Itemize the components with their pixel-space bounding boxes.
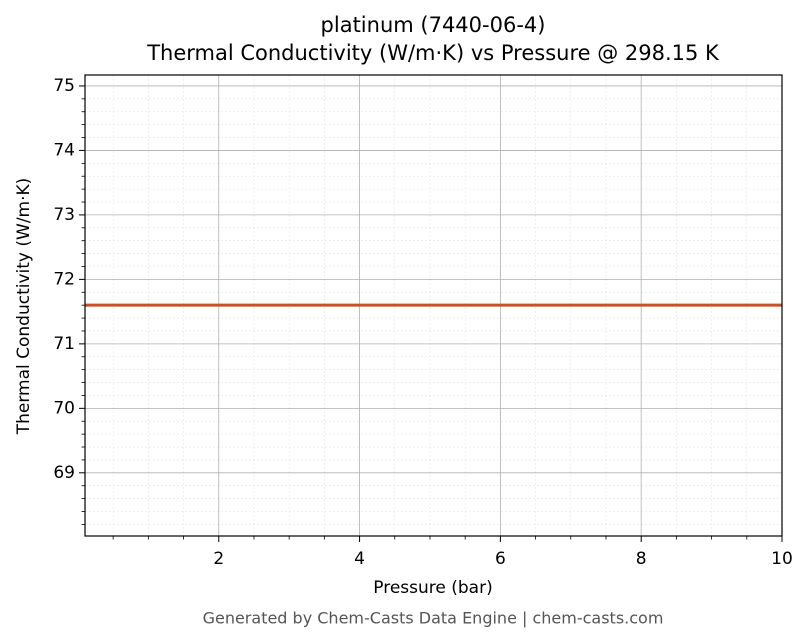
plot-frame [84, 74, 783, 537]
y-tick-label: 73 [53, 205, 75, 225]
x-tick-label: 4 [354, 549, 365, 569]
footer: Generated by Chem-Casts Data Engine | ch… [203, 609, 664, 628]
x-tick-label: 2 [213, 549, 224, 569]
y-tick-label: 72 [53, 269, 75, 289]
y-tick-label: 75 [53, 76, 75, 96]
x-tick-label: 8 [636, 549, 647, 569]
y-axis-label: Thermal Conductivity (W/m·K) [14, 178, 34, 436]
chart-subtitle: Thermal Conductivity (W/m·K) vs Pressure… [146, 41, 720, 65]
y-tick-label: 70 [53, 398, 75, 418]
x-tick-label: 10 [771, 549, 793, 569]
y-tick-label: 74 [53, 140, 75, 160]
y-tick-label: 69 [53, 463, 75, 483]
x-tick-label: 6 [495, 549, 506, 569]
chart-title: platinum (7440-06-4) [321, 13, 546, 37]
x-axis-label: Pressure (bar) [373, 578, 492, 598]
y-tick-label: 71 [53, 334, 75, 354]
